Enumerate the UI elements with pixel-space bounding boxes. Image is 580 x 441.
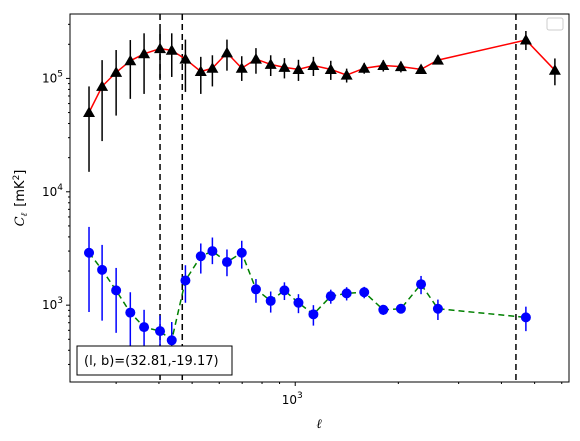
series-0-triangle-marker (220, 46, 233, 58)
legend-box (546, 17, 564, 31)
y-axis-label-subscript: ℓ (20, 212, 30, 216)
series-1-circle-marker (520, 312, 531, 323)
series-1-circle-marker (250, 284, 261, 295)
series-1-circle-marker (166, 335, 177, 346)
series-1-circle-marker (395, 303, 406, 314)
series-0-triangle-marker (394, 60, 407, 72)
y-axis-label-unit: [mK (13, 180, 28, 207)
x-axis-label: ℓ (316, 417, 322, 432)
series-1-circle-marker (155, 326, 166, 337)
series-1-circle-marker (125, 307, 136, 318)
series-0-triangle-marker (278, 61, 291, 72)
series-1-circle-marker (279, 285, 290, 296)
series-0-triangle-marker (292, 63, 305, 74)
y-axis-label-unit-close: ] (13, 170, 28, 175)
x-tick-label: 103 (282, 391, 303, 407)
series-1-circle-marker (180, 275, 191, 286)
series-1-circle-marker (195, 251, 206, 262)
y-tick-label: 103 (42, 296, 63, 312)
y-axis-label-unit-sup: 2 (12, 175, 22, 181)
series-0-triangle-marker (249, 53, 262, 64)
plot-frame (69, 13, 570, 383)
y-axis-label: Cℓ [mK2] (12, 170, 30, 227)
series-1-circle-marker (265, 295, 276, 306)
series-1-circle-marker (432, 303, 443, 314)
series-0-triangle-marker (124, 54, 137, 66)
series-0-triangle-marker (235, 62, 248, 73)
series-0-triangle-marker (165, 44, 178, 55)
annotation-box: (l, b)=(32.81,-19.17) (76, 345, 233, 376)
series-0-triangle-marker (179, 53, 192, 64)
series-1-circle-marker (308, 309, 319, 320)
series-0-triangle-marker (358, 62, 371, 73)
series-0-triangle-marker (206, 62, 219, 73)
y-tick-label: 104 (42, 183, 63, 199)
series-1-circle-marker (378, 304, 389, 315)
series-1-circle-marker (139, 322, 150, 333)
series-0-triangle-marker (110, 66, 123, 77)
series-0-triangle-marker (138, 47, 151, 59)
series-1-circle-marker (84, 247, 95, 258)
series-1-circle-marker (236, 247, 247, 258)
series-0-triangle-marker (324, 63, 337, 74)
tick-layer: 103 104 105 103 (42, 23, 563, 407)
series-0-triangle-marker (340, 69, 353, 80)
series-0-triangle-marker (96, 80, 109, 91)
series-0-triangle-marker (519, 34, 532, 45)
series-1-circle-marker (97, 264, 108, 275)
series-0-triangle-marker (307, 59, 320, 70)
series-1-circle-marker (111, 285, 122, 296)
series-1-circle-marker (221, 257, 232, 268)
series-0-triangle-marker (431, 54, 444, 65)
series-1-circle-marker (341, 288, 352, 299)
series-1-circle-marker (325, 291, 336, 302)
annotation-frame (76, 345, 233, 376)
series-1-circle-marker (293, 297, 304, 308)
y-tick-label: 105 (42, 69, 63, 85)
y-axis-label-symbol: C (13, 216, 28, 226)
series-1-circle-marker (416, 279, 427, 290)
series-0-triangle-marker (83, 106, 96, 118)
series-0-triangle-marker (548, 64, 561, 75)
series-0-triangle-marker (154, 42, 167, 54)
annotation-text: (l, b)=(32.81,-19.17) (84, 354, 219, 369)
series-0-triangle-marker (194, 65, 207, 77)
series-1-circle-marker (359, 287, 370, 298)
series-1-circle-marker (207, 246, 218, 257)
series-0-triangle-marker (415, 63, 428, 74)
series-0-triangle-marker (264, 58, 277, 69)
series-0-triangle-marker (377, 59, 390, 70)
plot-layer (83, 14, 561, 382)
